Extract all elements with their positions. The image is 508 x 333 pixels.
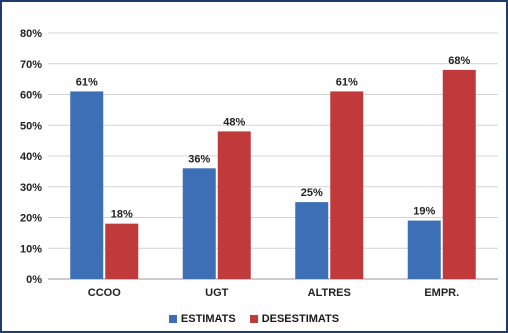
y-tick-label: 20% bbox=[20, 213, 42, 225]
bar-estimats-empr bbox=[407, 220, 441, 279]
legend-swatch-estimats bbox=[168, 315, 177, 323]
legend-swatch-desestimats bbox=[249, 315, 258, 323]
x-tick-label: EMPR. bbox=[424, 287, 459, 299]
y-tick-label: 0% bbox=[26, 274, 42, 286]
data-label: 68% bbox=[448, 55, 470, 67]
y-tick-label: 40% bbox=[20, 151, 42, 163]
bar-estimats-altres bbox=[295, 202, 329, 279]
bar-desestimats-empr bbox=[442, 69, 476, 280]
legend-item-estimats: ESTIMATS bbox=[168, 313, 236, 325]
legend-label-estimats: ESTIMATS bbox=[180, 313, 236, 325]
y-tick-label: 30% bbox=[20, 182, 42, 194]
legend-item-desestimats: DESESTIMATS bbox=[249, 313, 340, 325]
legend-label-desestimats: DESESTIMATS bbox=[261, 313, 340, 325]
data-label: 61% bbox=[76, 76, 98, 88]
data-label: 25% bbox=[301, 187, 323, 199]
y-tick-label: 70% bbox=[20, 59, 42, 71]
x-tick-label: CCOO bbox=[88, 287, 121, 299]
x-tick-label: ALTRES bbox=[308, 287, 351, 299]
data-label: 61% bbox=[336, 76, 358, 88]
y-tick-label: 50% bbox=[20, 120, 42, 132]
data-label: 36% bbox=[188, 153, 210, 165]
bar-desestimats-altres bbox=[330, 91, 364, 279]
bar-estimats-ccoo bbox=[70, 91, 104, 279]
bar-estimats-ugt bbox=[182, 168, 216, 279]
y-tick-label: 60% bbox=[20, 90, 42, 102]
data-label: 48% bbox=[223, 116, 245, 128]
chart-legend: ESTIMATS DESESTIMATS bbox=[0, 313, 508, 325]
x-tick-label: UGT bbox=[205, 287, 229, 299]
data-label: 18% bbox=[111, 209, 133, 221]
y-tick-label: 10% bbox=[20, 243, 42, 255]
bar-desestimats-ugt bbox=[217, 131, 251, 279]
y-tick-label: 80% bbox=[20, 28, 42, 40]
data-label: 19% bbox=[413, 206, 435, 218]
bar-desestimats-ccoo bbox=[105, 223, 139, 279]
